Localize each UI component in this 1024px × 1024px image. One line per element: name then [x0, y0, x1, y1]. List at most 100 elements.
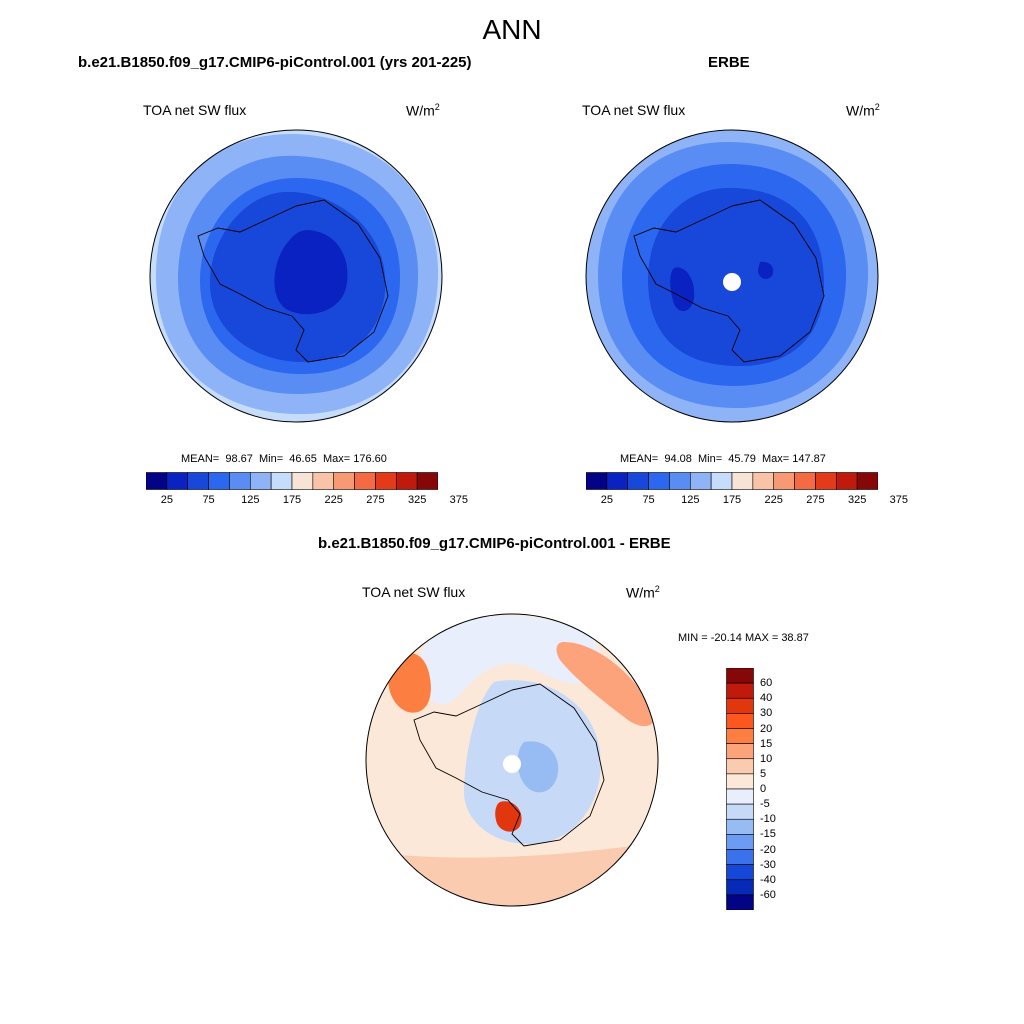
panel-1-variable: TOA net SW flux	[143, 102, 247, 118]
colorbar-tick-label: 75	[202, 494, 215, 506]
colorbar-tick-label: -15	[760, 828, 776, 841]
colorbar-swatch	[669, 472, 691, 490]
diff-panel-units: W/m2	[626, 584, 660, 601]
colorbar-swatch	[726, 697, 754, 714]
panel-2-colorbar-ticks: 25 75 125 175 225 275 325 375	[586, 494, 908, 508]
colorbar-tick-label: 60	[760, 677, 773, 690]
colorbar-tick-label: 175	[722, 494, 742, 506]
panel-1-title: b.e21.B1850.f09_g17.CMIP6-piControl.001 …	[78, 54, 472, 71]
map-band-75-east	[758, 261, 774, 279]
colorbar-tick-label: 125	[681, 494, 700, 506]
panel-1-map	[149, 129, 443, 423]
colorbar-swatch	[773, 472, 795, 490]
diff-minmax: MIN = -20.14 MAX = 38.87	[678, 632, 809, 644]
colorbar-swatch	[249, 472, 272, 490]
colorbar-tick-label: 225	[764, 494, 783, 506]
colorbar-tick-label: 5	[760, 767, 767, 780]
colorbar-swatch	[395, 472, 418, 490]
colorbar-swatch	[726, 818, 754, 835]
pole-missing-data	[503, 755, 521, 773]
colorbar-swatch	[416, 472, 438, 490]
colorbar-swatch	[146, 472, 168, 490]
colorbar-tick-label: 275	[806, 494, 825, 506]
colorbar-swatch	[726, 864, 754, 881]
map-border	[585, 129, 879, 423]
colorbar-swatch	[354, 472, 376, 490]
diff-blue-core	[517, 741, 559, 793]
colorbar-tick-label: 10	[760, 752, 773, 765]
colorbar-tick-label: 25	[600, 494, 613, 506]
diff-panel-variable: TOA net SW flux	[362, 584, 466, 600]
colorbar-swatch	[856, 472, 878, 490]
map-border	[149, 129, 443, 423]
colorbar-swatch	[710, 472, 733, 490]
colorbar-swatch	[726, 668, 754, 684]
colorbar-tick-label: -20	[760, 843, 776, 856]
pole-missing-data	[723, 273, 741, 291]
colorbar-tick-label: 375	[889, 494, 909, 506]
main-title: ANN	[482, 14, 542, 45]
colorbar-tick-label: 15	[760, 737, 773, 750]
colorbar-swatch	[312, 472, 335, 490]
colorbar-swatch	[726, 773, 754, 790]
diff-panel-map	[365, 613, 659, 907]
colorbar-swatch	[726, 849, 754, 865]
colorbar-swatch	[794, 472, 816, 490]
colorbar-swatch	[726, 743, 754, 760]
colorbar-swatch	[229, 472, 251, 490]
panel-2-units: W/m2	[846, 102, 880, 119]
panel-2-map	[585, 129, 879, 423]
colorbar-tick-label: -60	[760, 888, 776, 901]
diff-red-ross	[495, 801, 522, 832]
colorbar-swatch	[815, 472, 837, 490]
antarctica-coastline	[633, 199, 825, 363]
colorbar-tick-label: 325	[847, 494, 867, 506]
colorbar-swatch	[726, 803, 754, 820]
colorbar-swatch	[689, 472, 712, 490]
panel-2-stats: MEAN= 94.08 Min= 45.79 Max= 147.87	[620, 453, 826, 465]
colorbar-swatch	[726, 834, 754, 850]
colorbar-swatch	[270, 472, 293, 490]
panel-1-stats: MEAN= 98.67 Min= 46.65 Max= 176.60	[181, 453, 387, 465]
panel-1-colorbar-ticks: 25 75 125 175 225 275 325 375	[146, 494, 468, 508]
colorbar-swatch	[187, 472, 209, 490]
colorbar-tick-label: 325	[407, 494, 427, 506]
antarctica-coastline	[413, 683, 605, 847]
colorbar-swatch	[726, 682, 754, 699]
colorbar-swatch	[726, 728, 754, 744]
colorbar-swatch	[726, 894, 754, 910]
panel-2-title: ERBE	[708, 54, 750, 71]
colorbar-tick-label: 40	[760, 692, 773, 705]
diff-colorbar-ticks: 60 40 30 20 15 10 5 0 -5 -10 -15 -20 -30 -40 -60	[760, 668, 800, 910]
colorbar-tick-label: 125	[241, 494, 260, 506]
colorbar-swatch	[208, 472, 230, 490]
colorbar-swatch	[627, 472, 649, 490]
colorbar-tick-label: 0	[760, 783, 767, 795]
diff-red-northeast	[556, 642, 655, 727]
panel-2-variable: TOA net SW flux	[582, 102, 686, 118]
colorbar-swatch	[726, 758, 754, 775]
colorbar-tick-label: 75	[642, 494, 655, 506]
panel-1-colorbar	[146, 472, 438, 490]
colorbar-swatch	[166, 472, 189, 490]
colorbar-swatch	[731, 472, 754, 490]
colorbar-swatch	[835, 472, 858, 490]
antarctica-coastline	[197, 199, 389, 363]
colorbar-tick-label: 225	[324, 494, 343, 506]
colorbar-swatch	[726, 788, 754, 805]
panel-1-units: W/m2	[406, 102, 440, 119]
colorbar-tick-label: -40	[760, 873, 776, 886]
diff-colorbar	[726, 668, 754, 910]
map-border	[365, 613, 659, 907]
colorbar-tick-label: -10	[760, 813, 776, 826]
diff-light-blue-north	[418, 615, 602, 705]
panel-2-colorbar	[586, 472, 878, 490]
colorbar-swatch	[375, 472, 397, 490]
colorbar-tick-label: 375	[449, 494, 469, 506]
colorbar-tick-label: 25	[160, 494, 173, 506]
colorbar-swatch	[648, 472, 670, 490]
colorbar-swatch	[752, 472, 775, 490]
colorbar-swatch	[586, 472, 608, 490]
colorbar-tick-label: 175	[282, 494, 302, 506]
colorbar-swatch	[726, 879, 754, 896]
